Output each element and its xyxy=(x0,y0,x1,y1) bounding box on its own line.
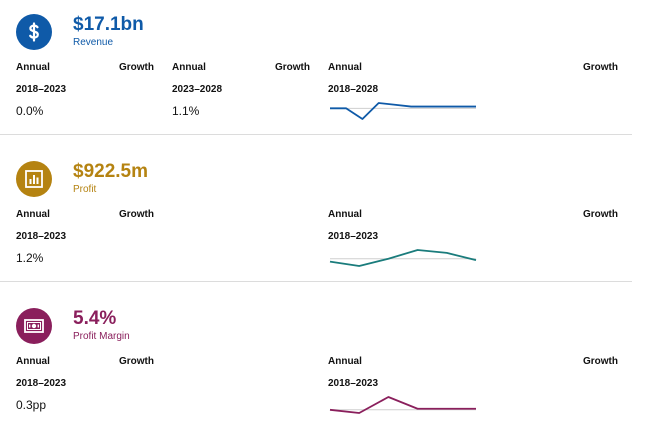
annual-label: Annual xyxy=(16,356,50,367)
annual-label: Annual xyxy=(328,209,362,220)
annual-label: Annual xyxy=(328,356,362,367)
dollar-icon xyxy=(16,14,52,50)
period-label: 2018–2023 xyxy=(16,231,67,242)
growth-label: Growth xyxy=(583,62,618,73)
growth-label: Growth xyxy=(119,356,154,367)
profit-sparkline xyxy=(329,249,477,267)
period-label: 2018–2023 xyxy=(328,378,379,389)
revenue-label: Revenue xyxy=(73,37,114,48)
profit-section: $922.5m Profit Annual Growth 2018–2023 1… xyxy=(0,147,632,282)
profit-margin-section: 5.4% Profit Margin Annual Growth 2018–20… xyxy=(0,294,632,424)
sparkline-line xyxy=(329,249,477,267)
growth-label: Growth xyxy=(583,209,618,220)
profit-value: $922.5m xyxy=(73,161,149,182)
period-label: 2018–2023 xyxy=(16,378,67,389)
profit-margin-sparkline xyxy=(329,396,476,414)
revenue-sparkline xyxy=(330,102,476,120)
profit-label: Profit xyxy=(73,184,97,195)
period-label: 2018–2023 xyxy=(328,231,379,242)
revenue-value: $17.1bn xyxy=(73,14,144,35)
annual-label: Annual xyxy=(328,62,362,73)
sparkline-line xyxy=(329,396,476,414)
period-label: 2018–2028 xyxy=(328,84,379,95)
period-label: 2018–2023 xyxy=(16,84,67,95)
growth-label: Growth xyxy=(583,356,618,367)
revenue-growth-historic-value: 0.0% xyxy=(16,104,44,118)
profit-margin-value: 5.4% xyxy=(73,308,117,329)
profit-margin-label: Profit Margin xyxy=(73,331,130,342)
profit-growth-value: 1.2% xyxy=(16,251,44,265)
banknote-icon xyxy=(16,308,52,344)
bar-chart-icon xyxy=(16,161,52,197)
annual-label: Annual xyxy=(172,62,206,73)
annual-label: Annual xyxy=(16,62,50,73)
growth-label: Growth xyxy=(275,62,310,73)
growth-label: Growth xyxy=(119,209,154,220)
growth-label: Growth xyxy=(119,62,154,73)
revenue-section: $17.1bn Revenue Annual Growth 2018–2023 … xyxy=(0,0,632,135)
revenue-growth-forecast-value: 1.1% xyxy=(172,104,200,118)
period-label: 2023–2028 xyxy=(172,84,223,95)
sparkline-line xyxy=(330,102,476,120)
profit-margin-growth-value: 0.3pp xyxy=(16,398,47,412)
annual-label: Annual xyxy=(16,209,50,220)
